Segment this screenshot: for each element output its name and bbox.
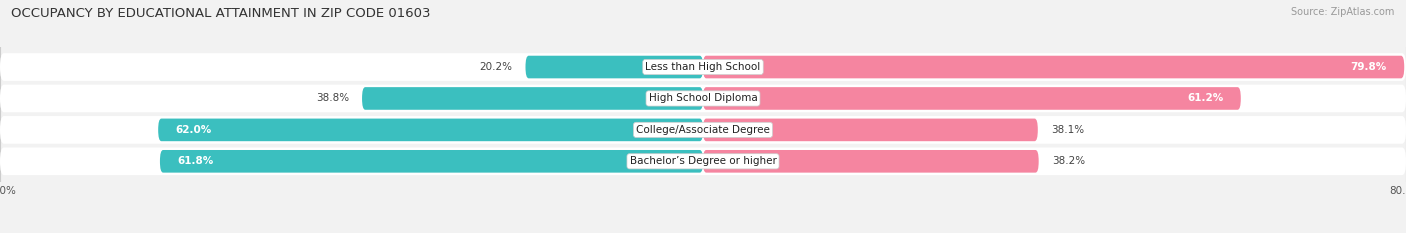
FancyBboxPatch shape — [703, 56, 1405, 78]
FancyBboxPatch shape — [363, 87, 703, 110]
Text: 79.8%: 79.8% — [1350, 62, 1386, 72]
Text: 38.8%: 38.8% — [316, 93, 349, 103]
FancyBboxPatch shape — [703, 150, 1039, 173]
Text: 62.0%: 62.0% — [176, 125, 212, 135]
Text: 20.2%: 20.2% — [479, 62, 512, 72]
Text: Source: ZipAtlas.com: Source: ZipAtlas.com — [1291, 7, 1395, 17]
Text: 61.8%: 61.8% — [177, 156, 214, 166]
Text: Less than High School: Less than High School — [645, 62, 761, 72]
FancyBboxPatch shape — [526, 56, 703, 78]
FancyBboxPatch shape — [160, 150, 703, 173]
FancyBboxPatch shape — [703, 87, 1241, 110]
FancyBboxPatch shape — [0, 116, 1406, 144]
FancyBboxPatch shape — [159, 119, 703, 141]
Text: 38.2%: 38.2% — [1052, 156, 1085, 166]
Text: 38.1%: 38.1% — [1052, 125, 1084, 135]
FancyBboxPatch shape — [0, 53, 1406, 81]
Text: Bachelor’s Degree or higher: Bachelor’s Degree or higher — [630, 156, 776, 166]
Text: College/Associate Degree: College/Associate Degree — [636, 125, 770, 135]
FancyBboxPatch shape — [703, 119, 1038, 141]
FancyBboxPatch shape — [0, 147, 1406, 175]
Text: 61.2%: 61.2% — [1187, 93, 1223, 103]
Text: High School Diploma: High School Diploma — [648, 93, 758, 103]
FancyBboxPatch shape — [0, 85, 1406, 112]
Text: OCCUPANCY BY EDUCATIONAL ATTAINMENT IN ZIP CODE 01603: OCCUPANCY BY EDUCATIONAL ATTAINMENT IN Z… — [11, 7, 430, 20]
